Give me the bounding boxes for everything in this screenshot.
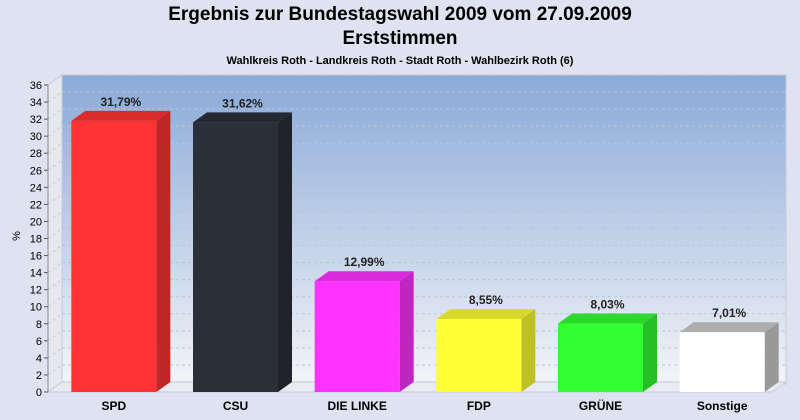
x-tick-label: FDP bbox=[467, 399, 491, 413]
y-tick-label: 2 bbox=[36, 370, 42, 382]
data-label: 7,01% bbox=[712, 306, 746, 320]
gridline-side bbox=[47, 245, 63, 256]
gridline-side bbox=[47, 262, 63, 274]
data-label: 8,55% bbox=[469, 293, 503, 307]
chart-caption: Wahlkreis Roth - Landkreis Roth - Stadt … bbox=[226, 55, 574, 67]
y-tick-label: 24 bbox=[30, 182, 42, 194]
gridline-side bbox=[47, 381, 63, 393]
gridline-side bbox=[47, 91, 63, 103]
y-tick-label: 18 bbox=[30, 234, 42, 246]
bar bbox=[193, 122, 278, 392]
y-tick-label: 28 bbox=[30, 148, 42, 160]
y-tick-label: 20 bbox=[30, 216, 42, 228]
x-tick-label: CSU bbox=[223, 399, 248, 413]
bar-top bbox=[193, 112, 292, 123]
x-tick-label: GRÜNE bbox=[579, 398, 622, 413]
gridline-side bbox=[47, 211, 63, 222]
gridline-side bbox=[47, 176, 63, 188]
y-tick-label: 12 bbox=[30, 285, 42, 297]
bar-side bbox=[764, 322, 779, 392]
y-tick-label: 8 bbox=[36, 319, 42, 331]
y-tick-label: 10 bbox=[30, 302, 42, 314]
plot-background bbox=[61, 74, 787, 385]
y-tick-label: 0 bbox=[36, 387, 42, 399]
bar-side bbox=[278, 112, 292, 392]
y-axis-label: % bbox=[11, 231, 23, 241]
bar-top bbox=[558, 313, 657, 324]
gridline-side bbox=[47, 108, 63, 120]
x-tick-label: DIE LINKE bbox=[327, 399, 386, 413]
bar-side bbox=[643, 313, 657, 392]
bar-top bbox=[436, 309, 536, 320]
gridline-side bbox=[47, 74, 63, 86]
bar-side bbox=[156, 110, 171, 392]
gridline-side bbox=[47, 125, 63, 137]
bar bbox=[679, 332, 765, 392]
chart-title: Ergebnis zur Bundestagswahl 2009 vom 27.… bbox=[168, 4, 632, 25]
bar-top bbox=[679, 322, 779, 333]
bar bbox=[71, 120, 157, 392]
y-tick-label: 26 bbox=[30, 165, 42, 177]
chart-subtitle: Erststimmen bbox=[342, 28, 458, 49]
gridline-side bbox=[47, 193, 63, 205]
bar bbox=[558, 323, 643, 392]
data-label: 8,03% bbox=[590, 298, 624, 312]
gridline-side bbox=[47, 159, 63, 171]
x-tick-label: Sonstige bbox=[697, 399, 748, 413]
y-tick-label: 22 bbox=[30, 199, 42, 211]
bar-side bbox=[399, 271, 414, 392]
gridline-side bbox=[47, 364, 63, 376]
y-tick-label: 36 bbox=[30, 80, 42, 92]
data-label: 31,79% bbox=[100, 95, 141, 109]
y-tick-label: 34 bbox=[30, 97, 42, 109]
gridline-side bbox=[47, 279, 63, 291]
x-tick-label: SPD bbox=[101, 399, 126, 413]
gridline-side bbox=[47, 347, 63, 359]
bar-top bbox=[71, 110, 171, 121]
y-tick-label: 14 bbox=[30, 268, 42, 280]
bar bbox=[314, 281, 400, 392]
gridline-side bbox=[47, 142, 63, 154]
data-label: 12,99% bbox=[344, 255, 385, 269]
y-tick-label: 30 bbox=[30, 131, 42, 143]
y-tick-label: 4 bbox=[36, 353, 42, 365]
gridline-side bbox=[47, 330, 63, 342]
gridline-side bbox=[47, 296, 63, 308]
bar-side bbox=[521, 309, 536, 392]
bar-top bbox=[314, 271, 414, 282]
data-label: 31,62% bbox=[222, 96, 263, 110]
bar bbox=[436, 319, 522, 392]
gridline-side bbox=[47, 313, 63, 325]
y-tick-label: 6 bbox=[36, 336, 42, 348]
gridline-side bbox=[47, 228, 63, 239]
y-tick-label: 32 bbox=[30, 114, 42, 126]
y-tick-label: 16 bbox=[30, 251, 42, 263]
